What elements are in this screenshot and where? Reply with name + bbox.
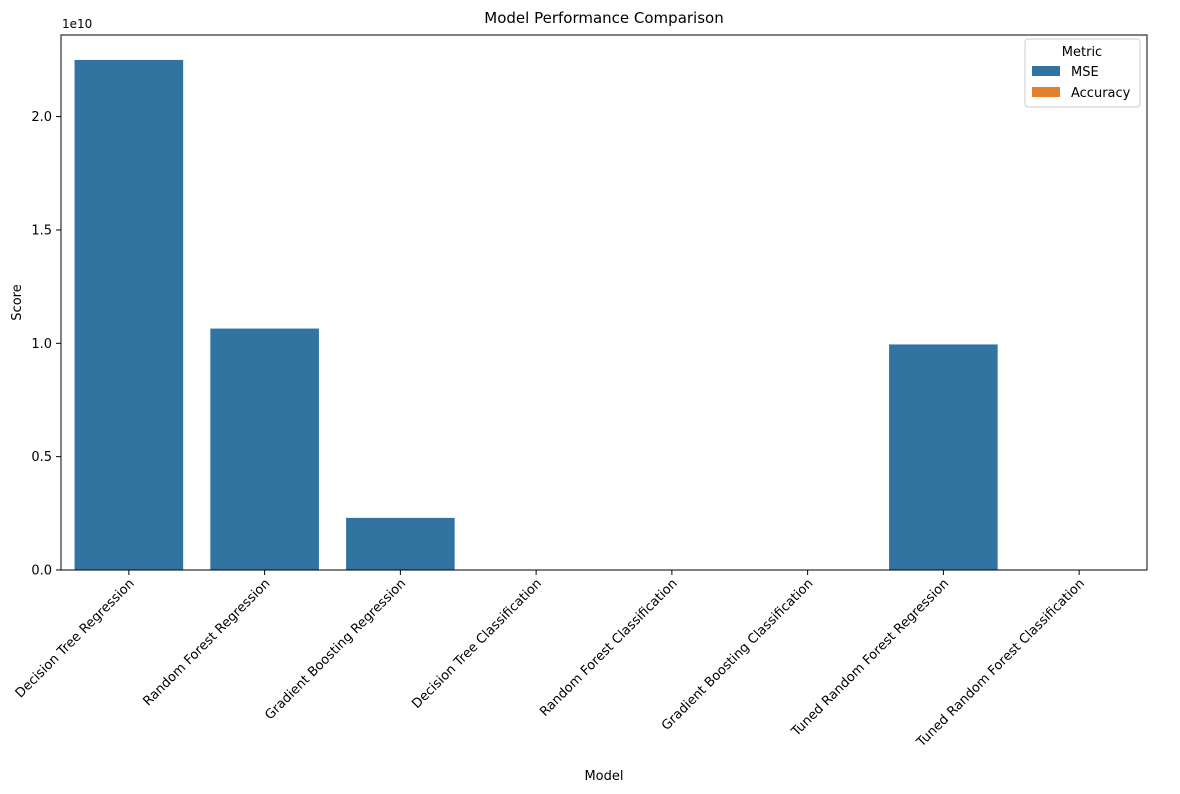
y-offset-text: 1e10 <box>62 17 92 31</box>
x-tick-label: Decision Tree Regression <box>13 576 138 701</box>
y-tick-label: 0.5 <box>31 450 52 465</box>
legend-swatch-mse <box>1032 66 1060 76</box>
y-axis-label: Score <box>10 284 25 320</box>
y-tick-label: 1.0 <box>31 337 52 352</box>
x-axis: Decision Tree Regression Random Forest Re… <box>13 570 1088 751</box>
bar-mse-6 <box>889 344 998 570</box>
y-tick-label: 2.0 <box>31 110 52 125</box>
x-tick-label: Random Forest Regression <box>140 576 273 709</box>
plot-frame <box>60 34 1148 571</box>
chart-title: Model Performance Comparison <box>484 9 723 27</box>
x-tick-label: Tuned Random Forest Classification <box>913 576 1088 751</box>
legend-swatch-accuracy <box>1032 87 1060 97</box>
bar-mse-1 <box>210 328 319 570</box>
y-tick-label: 0.0 <box>31 564 52 579</box>
x-tick-label: Gradient Boosting Classification <box>659 576 816 733</box>
legend-title: Metric <box>1062 45 1102 60</box>
x-tick-label: Tuned Random Forest Regression <box>788 576 952 740</box>
bar-mse-2 <box>346 517 455 570</box>
bar-mse-0 <box>74 59 184 570</box>
x-tick-label: Gradient Boosting Regression <box>262 576 409 723</box>
y-axis: 0.0 0.5 1.0 1.5 2.0 <box>31 110 61 579</box>
legend-label-accuracy: Accuracy <box>1071 86 1131 101</box>
legend: Metric MSE Accuracy <box>1024 38 1141 108</box>
y-tick-label: 1.5 <box>31 223 52 238</box>
x-tick-label: Decision Tree Classification <box>409 576 545 712</box>
x-axis-label: Model <box>584 769 623 784</box>
bars-group <box>74 59 998 570</box>
x-tick-label: Random Forest Classification <box>537 576 681 720</box>
legend-label-mse: MSE <box>1071 65 1099 80</box>
